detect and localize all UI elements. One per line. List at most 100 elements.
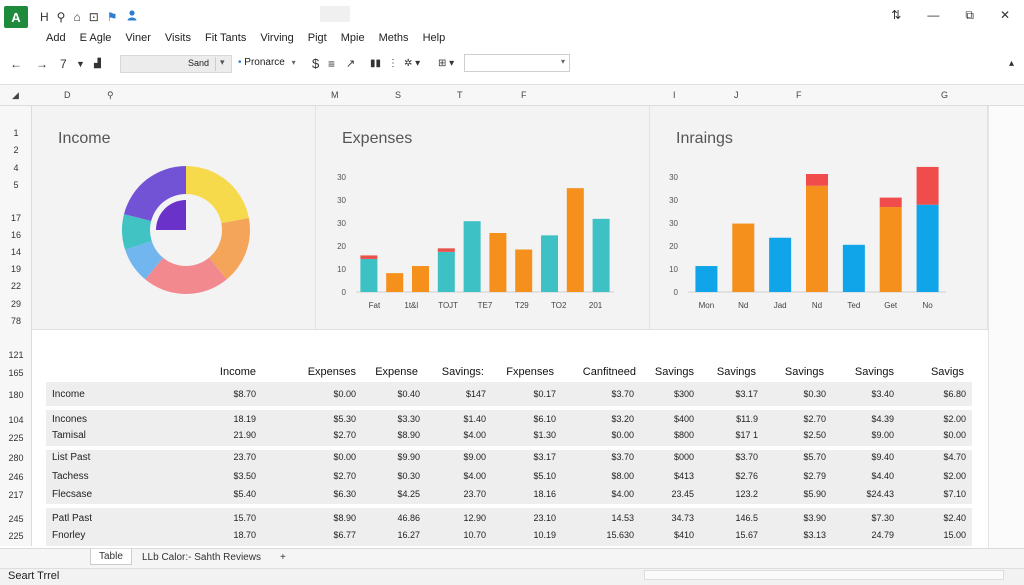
table-cell[interactable]: $410 (673, 530, 694, 540)
table-cell[interactable]: $4.39 (871, 414, 894, 424)
table-cell[interactable]: $6.80 (943, 389, 966, 399)
table-cell[interactable]: 23.70 (233, 452, 256, 462)
table-cell[interactable]: 23.45 (671, 489, 694, 499)
table-cell[interactable]: $7.10 (943, 489, 966, 499)
table-cell[interactable]: 23.70 (463, 489, 486, 499)
row-header[interactable]: 19 (10, 264, 21, 274)
bar-chart-icon[interactable]: ▮▮ (370, 58, 382, 69)
style-selector[interactable]: • Pronarce ▾ (238, 57, 296, 68)
table-cell[interactable]: $17 1 (735, 430, 758, 440)
table-cell[interactable]: $6.77 (333, 530, 356, 540)
star-icon[interactable]: ✲ ▾ (404, 58, 421, 69)
table-cell[interactable]: $300 (673, 389, 694, 399)
row-header[interactable]: 78 (10, 316, 21, 326)
table-cell[interactable]: $9.00 (871, 430, 894, 440)
table-cell[interactable]: $24.43 (866, 489, 894, 499)
table-cell[interactable]: $0.00 (943, 430, 966, 440)
table-cell[interactable]: $2.76 (735, 471, 758, 481)
table-cell[interactable]: $1.30 (533, 430, 556, 440)
font-selector[interactable]: Sand ▾ (120, 55, 232, 73)
menu-item-viner[interactable]: Viner (125, 32, 151, 44)
table-cell[interactable]: $6.30 (333, 489, 356, 499)
add-sheet-button[interactable]: + (280, 552, 286, 563)
row-header[interactable]: 2 (13, 145, 19, 155)
table-cell[interactable]: $4.70 (943, 452, 966, 462)
table-cell[interactable]: $6.10 (533, 414, 556, 424)
search-icon[interactable]: ⚲ (56, 9, 66, 24)
menu-item-virving[interactable]: Virving (260, 32, 294, 44)
row-label[interactable]: Tachess (52, 471, 89, 482)
row-label[interactable]: Patl Past (52, 513, 93, 524)
table-cell[interactable]: $9.00 (463, 452, 486, 462)
table-cell[interactable]: $000 (673, 452, 694, 462)
table-cell[interactable]: $3.30 (397, 414, 420, 424)
table-cell[interactable]: $4.25 (397, 489, 420, 499)
row-header[interactable]: 17 (10, 213, 21, 223)
ribbon-options-icon[interactable]: ⇅ (891, 8, 902, 22)
row-header[interactable]: 1 (13, 128, 19, 138)
table-cell[interactable]: $9.90 (397, 452, 420, 462)
row-header[interactable]: 165 (8, 368, 24, 378)
table-cell[interactable]: $8.00 (611, 471, 634, 481)
menu-item-fit-tants[interactable]: Fit Tants (204, 32, 247, 44)
table-cell[interactable]: $8.90 (397, 430, 420, 440)
row-header[interactable]: 225 (8, 531, 24, 541)
table-cell[interactable]: $0.17 (533, 389, 556, 399)
table-cell[interactable]: $2.70 (803, 414, 826, 424)
table-cell[interactable]: $9.40 (871, 452, 894, 462)
table-cell[interactable]: 12.90 (463, 513, 486, 523)
table-cell[interactable]: $4.40 (871, 471, 894, 481)
table-cell[interactable]: 34.73 (671, 513, 694, 523)
chevron-down-icon[interactable]: ▾ (291, 58, 296, 67)
menu-item-help[interactable]: Help (422, 32, 446, 44)
row-header[interactable]: 104 (8, 415, 24, 425)
redo-icon[interactable]: → (36, 57, 48, 71)
table-cell[interactable]: $5.10 (533, 471, 556, 481)
table-cell[interactable]: $2.70 (333, 430, 356, 440)
table-cell[interactable]: $2.70 (333, 471, 356, 481)
save-icon[interactable]: ⊡ (88, 9, 99, 24)
sort-icon[interactable]: ↗ (346, 58, 356, 70)
table-cell[interactable]: $0.30 (803, 389, 826, 399)
column-header[interactable]: F (796, 90, 802, 100)
table-cell[interactable]: 23.10 (533, 513, 556, 523)
home-icon[interactable]: ⌂ (73, 9, 81, 24)
table-cell[interactable]: $3.70 (611, 389, 634, 399)
table-cell[interactable]: 46.86 (397, 513, 420, 523)
row-header[interactable]: 180 (8, 390, 24, 400)
table-cell[interactable]: $413 (673, 471, 694, 481)
expenses-panel[interactable] (316, 106, 650, 330)
table-cell[interactable]: $2.79 (803, 471, 826, 481)
row-header[interactable]: 29 (10, 299, 21, 309)
sheet-tab-table[interactable]: Table (90, 549, 132, 565)
cell-name-box[interactable]: ▾ (464, 54, 570, 72)
row-label[interactable]: Income (52, 389, 85, 400)
border-icon[interactable]: ⊞ ▾ (438, 58, 455, 69)
table-cell[interactable]: $2.50 (803, 430, 826, 440)
column-header[interactable]: S (395, 90, 402, 100)
table-cell[interactable]: 10.70 (463, 530, 486, 540)
horizontal-scrollbar[interactable] (644, 570, 1004, 580)
row-header[interactable]: 280 (8, 453, 24, 463)
select-all-icon[interactable]: ◢ (12, 90, 19, 100)
menu-item-eagle[interactable]: E Agle (79, 32, 112, 44)
table-cell[interactable]: $800 (673, 430, 694, 440)
menu-item-mpie[interactable]: Mpie (340, 32, 365, 44)
vertical-scrollbar[interactable] (988, 106, 1024, 548)
table-cell[interactable]: 18.19 (233, 414, 256, 424)
table-cell[interactable]: $0.00 (333, 452, 356, 462)
table-cell[interactable]: $0.00 (333, 389, 356, 399)
table-cell[interactable]: $2.40 (943, 513, 966, 523)
table-cell[interactable]: 15.67 (735, 530, 758, 540)
row-label[interactable]: Incones (52, 414, 88, 425)
undo-icon[interactable]: ← (10, 57, 22, 71)
column-header[interactable]: F (521, 90, 527, 100)
align-icon[interactable]: ≡ (328, 57, 336, 71)
currency-icon[interactable]: $ (312, 56, 320, 71)
row-header[interactable]: 4 (13, 163, 19, 173)
column-header[interactable]: G (941, 90, 949, 100)
options-icon[interactable]: ⋮ (388, 58, 398, 69)
row-header[interactable]: 245 (8, 514, 24, 524)
table-cell[interactable]: $11.9 (736, 414, 758, 424)
dropdown-arrow-icon[interactable]: ▼ (76, 59, 85, 69)
